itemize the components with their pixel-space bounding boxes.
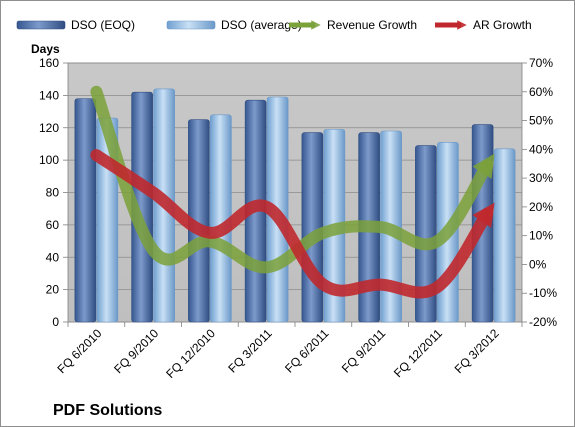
- bar-dso-eoq[interactable]: [415, 145, 437, 323]
- legend-item-revenue-growth[interactable]: Revenue Growth: [289, 18, 417, 32]
- x-tick-label: FQ 3/2011: [225, 326, 275, 376]
- y-tick-label: 60: [46, 218, 60, 232]
- y-tick-label: 120: [39, 121, 59, 135]
- line-revenue-growth[interactable]: [90, 85, 495, 274]
- bar-dso-eoq[interactable]: [301, 132, 324, 323]
- bar-dso-eoq[interactable]: [74, 98, 97, 323]
- legend-label-revenue-growth: Revenue Growth: [327, 18, 417, 32]
- y2-tick-label: -20%: [529, 315, 557, 329]
- y2-tick-label: 70%: [529, 56, 553, 70]
- legend-item-ar-growth[interactable]: AR Growth: [435, 18, 532, 32]
- line-ar-growth[interactable]: [90, 149, 495, 299]
- x-tick-label: FQ 3/2012: [452, 326, 502, 376]
- y2-tick-label: 20%: [529, 200, 553, 214]
- y-tick-label: 40: [46, 250, 60, 264]
- y2-tick-label: 60%: [529, 85, 553, 99]
- legend-label-dso-eoq: DSO (EOQ): [71, 18, 135, 32]
- x-tick-label: FQ 12/2011: [391, 326, 445, 380]
- legend-swatch-dso-eoq: [16, 20, 66, 30]
- line-series: [90, 85, 495, 299]
- y-tick-label: 20: [46, 283, 60, 297]
- chart-title: PDF Solutions: [53, 402, 162, 419]
- legend-item-dso-average[interactable]: DSO (average): [166, 18, 302, 32]
- y2-tick-label: 30%: [529, 171, 553, 185]
- bar-dso-average[interactable]: [493, 148, 516, 323]
- legend-item-dso-eoq[interactable]: DSO (EOQ): [16, 18, 135, 32]
- y2-tick-label: -10%: [529, 286, 557, 300]
- x-tick-label: FQ 6/2011: [282, 326, 332, 376]
- y2-tick-label: 0%: [529, 257, 547, 271]
- y-tick-label: 80: [46, 186, 60, 200]
- y2-tick-label: 10%: [529, 229, 553, 243]
- x-tick-label: FQ 9/2011: [339, 326, 389, 376]
- x-tick-label: FQ 12/2010: [163, 326, 218, 381]
- y2-tick-label: 40%: [529, 142, 553, 156]
- y2-tick-label: 50%: [529, 114, 553, 128]
- legend-label-dso-average: DSO (average): [221, 18, 302, 32]
- legend-swatch-dso-average: [166, 20, 216, 30]
- y-tick-label: 0: [52, 315, 59, 329]
- y-tick-label: 140: [39, 88, 59, 102]
- x-tick-label: FQ 6/2010: [55, 326, 105, 376]
- x-tick-label: FQ 9/2010: [111, 326, 161, 376]
- y-tick-label: 160: [39, 56, 59, 70]
- y-axis-title: Days: [31, 42, 60, 56]
- legend: DSO (EOQ) DSO (average) Revenue Growth A…: [16, 18, 532, 32]
- legend-label-ar-growth: AR Growth: [473, 18, 532, 32]
- y-tick-label: 100: [39, 153, 59, 167]
